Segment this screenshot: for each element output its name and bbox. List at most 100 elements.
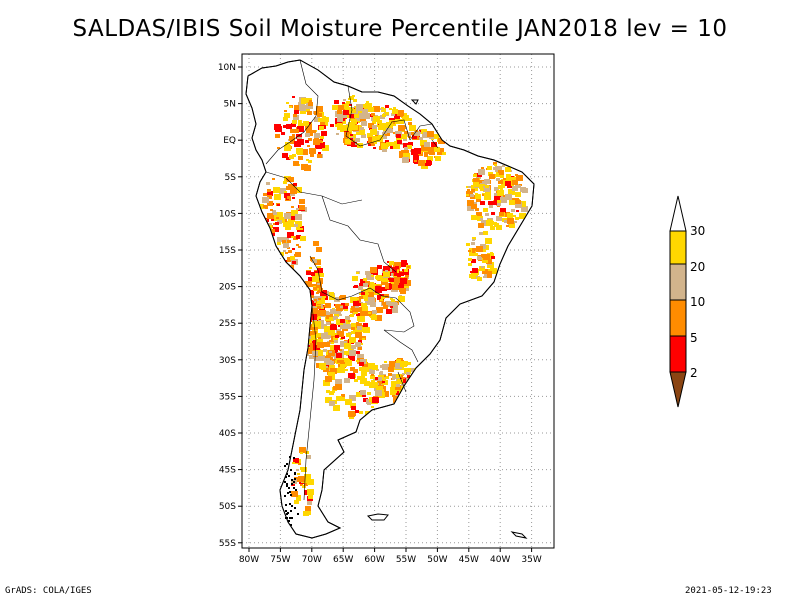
moisture-cell <box>345 360 352 366</box>
moisture-cell <box>307 145 310 147</box>
moisture-cell <box>471 253 475 256</box>
moisture-cell <box>300 452 303 454</box>
moisture-cell <box>286 115 290 118</box>
moisture-cell <box>331 333 337 338</box>
moisture-cell <box>363 398 368 402</box>
moisture-cell <box>350 403 356 408</box>
moisture-cell <box>378 135 383 139</box>
coastal-island <box>291 517 293 519</box>
moisture-cell <box>300 228 303 230</box>
moisture-cell <box>277 147 280 149</box>
moisture-cell <box>308 495 313 499</box>
moisture-cell <box>260 205 265 209</box>
moisture-cell <box>427 131 434 137</box>
coastal-island <box>284 495 286 497</box>
colorbar-segment <box>669 263 687 301</box>
moisture-cell <box>406 372 410 375</box>
moisture-cell <box>334 340 338 343</box>
moisture-cell <box>442 152 446 155</box>
colorbar-segment <box>669 230 687 265</box>
lon-tick-label: 45W <box>459 555 479 565</box>
moisture-cell <box>345 125 352 131</box>
moisture-cell <box>362 338 365 340</box>
moisture-cell <box>265 248 270 252</box>
moisture-cell <box>476 198 481 202</box>
moisture-cell <box>497 190 504 196</box>
moisture-cell <box>488 201 493 205</box>
moisture-cell <box>467 205 474 211</box>
moisture-cell <box>333 350 338 354</box>
moisture-cell <box>397 379 403 384</box>
moisture-cell <box>483 254 490 260</box>
moisture-cell <box>466 191 473 197</box>
coastal-island <box>284 465 286 467</box>
moisture-cell <box>309 339 312 341</box>
moisture-cell <box>359 338 362 340</box>
moisture-cell <box>371 315 377 320</box>
moisture-cell <box>390 302 397 308</box>
lat-tick-label: 5N <box>224 100 236 110</box>
moisture-cell <box>295 214 302 220</box>
moisture-cell <box>500 208 506 213</box>
moisture-cell <box>273 223 276 225</box>
moisture-cell <box>382 302 386 305</box>
moisture-cell <box>380 371 383 373</box>
moisture-cell <box>312 259 317 263</box>
moisture-cell <box>509 223 515 228</box>
moisture-cell <box>377 294 384 300</box>
moisture-cell <box>392 374 398 379</box>
moisture-cell <box>305 281 312 287</box>
moisture-cell <box>312 130 316 133</box>
moisture-cell <box>301 98 308 104</box>
moisture-cell <box>489 205 493 208</box>
moisture-cell <box>359 113 366 119</box>
moisture-cell <box>361 371 367 376</box>
moisture-cell <box>261 241 267 246</box>
moisture-cell <box>326 390 330 393</box>
moisture-cell <box>386 127 393 133</box>
moisture-cell <box>321 366 326 370</box>
moisture-cell <box>405 132 411 137</box>
moisture-cell <box>418 160 425 166</box>
moisture-cell <box>373 147 376 149</box>
moisture-cell <box>469 274 474 278</box>
moisture-cell <box>274 194 281 200</box>
trinidad-island <box>410 99 419 105</box>
moisture-cell <box>407 266 410 268</box>
moisture-cell <box>501 179 508 185</box>
moisture-cell <box>355 138 360 142</box>
moisture-cell <box>413 155 419 160</box>
moisture-cell <box>385 132 390 136</box>
moisture-cell <box>368 107 374 112</box>
moisture-cell <box>485 190 491 195</box>
moisture-cell <box>298 320 305 326</box>
moisture-cell <box>262 232 267 236</box>
moisture-cell <box>473 202 477 205</box>
moisture-cell <box>357 376 362 380</box>
moisture-cell <box>296 244 299 246</box>
moisture-cell <box>318 355 325 361</box>
lat-tick-label: 45S <box>219 466 236 476</box>
moisture-cell <box>325 328 329 331</box>
moisture-cell <box>368 137 372 140</box>
moisture-cell <box>299 328 305 333</box>
moisture-cell <box>292 248 295 250</box>
moisture-cell <box>470 271 473 273</box>
moisture-cell <box>437 149 444 155</box>
moisture-cell <box>410 390 415 394</box>
moisture-cell <box>369 369 375 374</box>
moisture-cell <box>318 290 321 292</box>
moisture-cell <box>326 313 333 319</box>
moisture-cell <box>275 268 280 272</box>
moisture-cell <box>372 310 377 314</box>
moisture-cell <box>267 213 274 219</box>
moisture-cell <box>471 259 476 263</box>
moisture-cell <box>319 281 323 284</box>
moisture-cell <box>299 199 305 204</box>
moisture-cell <box>354 379 358 382</box>
moisture-cell <box>335 335 339 338</box>
moisture-cell <box>403 143 409 148</box>
moisture-cell <box>359 362 364 366</box>
moisture-cell <box>381 107 384 109</box>
coastal-island <box>288 487 290 489</box>
